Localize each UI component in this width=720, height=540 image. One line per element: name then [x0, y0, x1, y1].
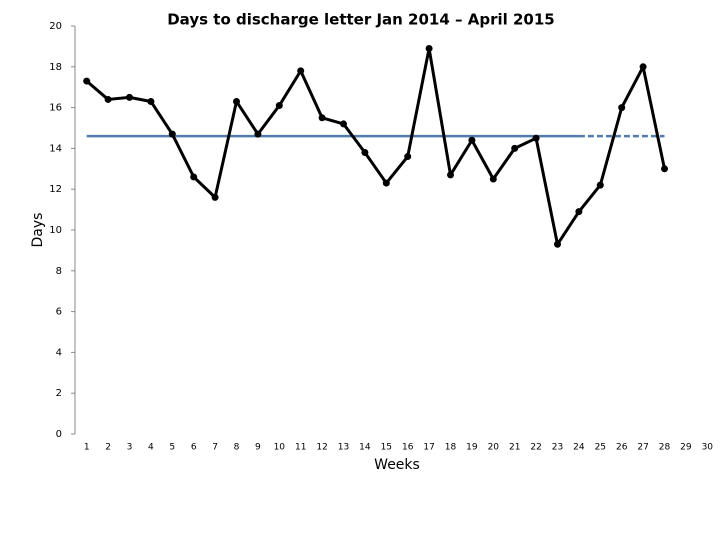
x-tick-label: 12 — [316, 443, 327, 453]
data-point — [618, 104, 626, 112]
x-tick-label: 26 — [616, 443, 628, 453]
x-tick-label: 8 — [234, 443, 240, 453]
x-tick-label: 20 — [488, 443, 500, 453]
data-point — [190, 173, 198, 181]
data-point — [340, 120, 347, 128]
x-tick-label: 10 — [274, 443, 286, 453]
y-tick-label: 4 — [56, 347, 62, 358]
data-point — [596, 181, 604, 189]
x-tick-label: 4 — [148, 443, 154, 453]
y-tick-label: 2 — [56, 388, 62, 399]
y-tick-label: 12 — [49, 184, 62, 195]
y-axis-title: Days — [30, 213, 46, 248]
data-point — [104, 95, 112, 103]
x-tick-label: 16 — [402, 443, 414, 453]
y-tick-label: 8 — [56, 266, 62, 277]
data-point — [447, 171, 454, 179]
x-tick-label: 29 — [680, 443, 692, 453]
data-point — [489, 175, 497, 183]
x-tick-label: 7 — [212, 443, 218, 453]
data-point — [254, 130, 262, 138]
data-point — [404, 153, 412, 161]
x-axis-title: Weeks — [374, 457, 420, 473]
data-point — [532, 134, 540, 142]
x-tick-label: 2 — [105, 443, 111, 453]
data-point — [147, 97, 155, 105]
data-point — [233, 97, 240, 105]
y-tick-label: 6 — [56, 307, 62, 318]
series-line — [85, 46, 666, 246]
x-tick-label: 15 — [381, 443, 392, 453]
x-tick-label: 14 — [359, 443, 371, 453]
x-tick-label: 22 — [530, 443, 541, 453]
y-tick-label: 0 — [56, 429, 62, 440]
x-tick-label: 17 — [423, 443, 434, 453]
data-point — [575, 208, 583, 216]
x-tick-label: 25 — [595, 443, 606, 453]
x-tick-label: 6 — [191, 443, 197, 453]
data-point — [511, 144, 519, 152]
data-point — [211, 193, 219, 201]
data-point — [468, 136, 476, 144]
x-tick-label: 30 — [702, 443, 714, 453]
data-point — [83, 77, 91, 85]
y-tick-label: 10 — [49, 225, 62, 236]
y-tick-label: 18 — [49, 62, 62, 73]
x-tick-label: 3 — [127, 443, 133, 453]
x-tick-label: 1 — [84, 443, 90, 453]
data-point — [126, 93, 133, 101]
y-tick-label: 14 — [49, 143, 62, 154]
data-point — [297, 67, 305, 75]
x-tick-label: 18 — [445, 443, 457, 453]
data-point — [425, 44, 433, 52]
data-point — [661, 165, 668, 173]
x-tick-label: 19 — [466, 443, 478, 453]
x-tick-label: 27 — [637, 443, 648, 453]
x-tick-label: 9 — [255, 443, 261, 453]
y-tick-label: 16 — [49, 103, 62, 114]
x-tick-label: 21 — [509, 443, 520, 453]
x-tick-label: 5 — [169, 443, 175, 453]
data-point — [382, 179, 390, 187]
data-point — [361, 148, 369, 156]
x-tick-label: 13 — [338, 443, 349, 453]
data-point — [275, 102, 283, 110]
x-tick-label: 23 — [552, 443, 563, 453]
data-point — [639, 63, 647, 71]
data-point — [554, 240, 561, 248]
chart-title: Days to discharge letter Jan 2014 – Apri… — [167, 11, 555, 29]
x-tick-label: 28 — [659, 443, 671, 453]
x-tick-label: 24 — [573, 443, 585, 453]
y-tick-label: 20 — [49, 21, 62, 32]
x-tick-label: 11 — [295, 443, 306, 453]
data-point — [168, 130, 176, 138]
data-point — [318, 114, 326, 122]
